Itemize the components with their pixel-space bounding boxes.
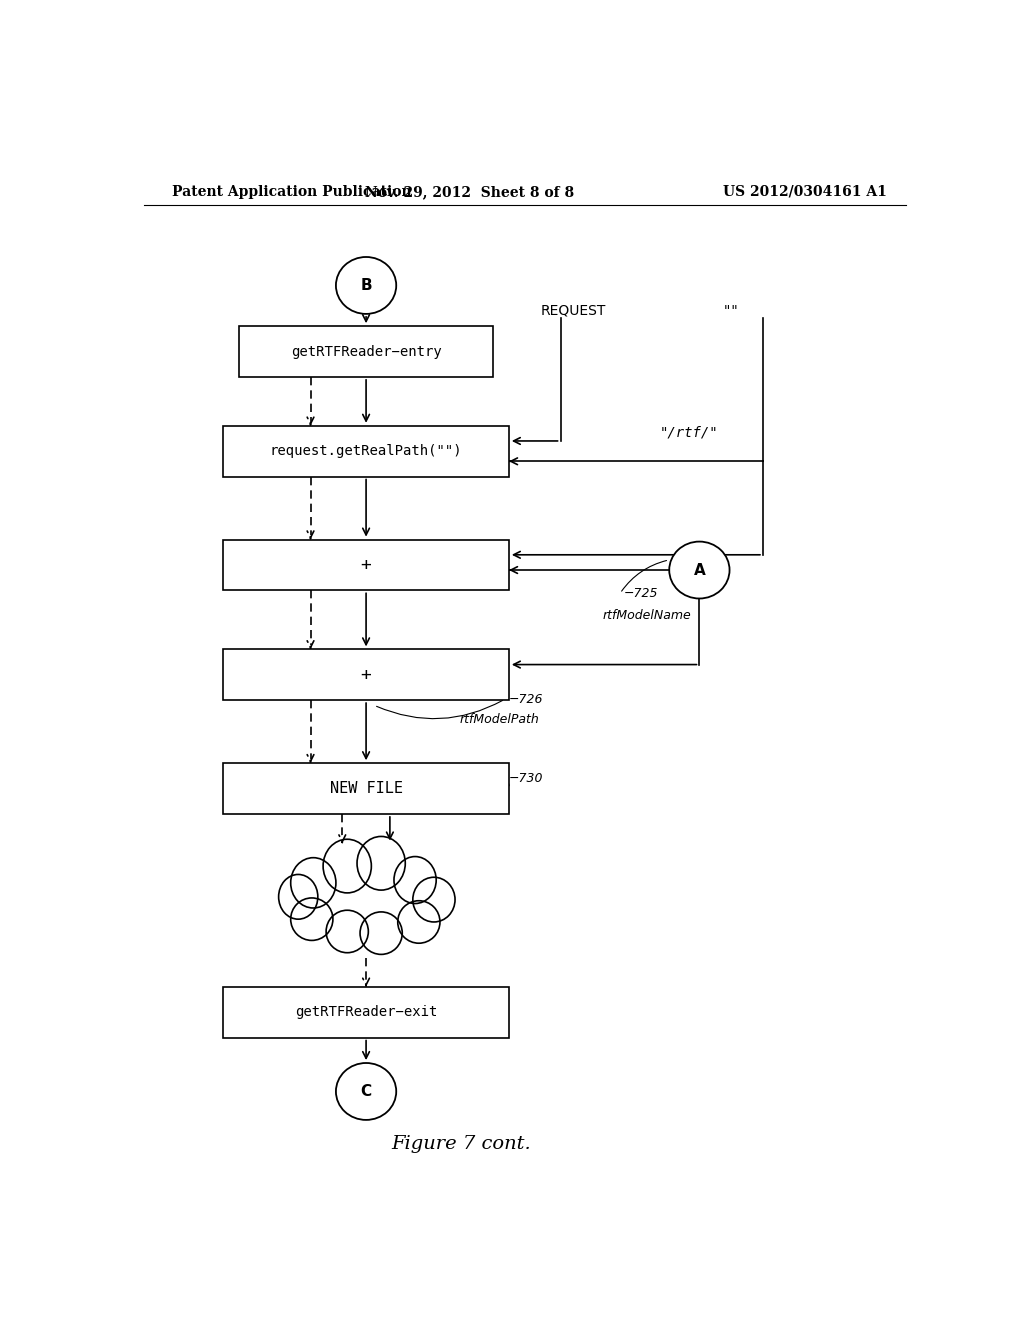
Text: −725: −725 xyxy=(624,587,658,599)
Ellipse shape xyxy=(319,836,375,896)
Text: "/rtf/": "/rtf/" xyxy=(659,426,719,440)
Text: A: A xyxy=(693,562,706,578)
Ellipse shape xyxy=(323,907,372,956)
Text: Patent Application Publication: Patent Application Publication xyxy=(172,185,412,199)
Text: +: + xyxy=(360,556,372,574)
Ellipse shape xyxy=(275,871,321,923)
Text: getRTFReader−exit: getRTFReader−exit xyxy=(295,1005,437,1019)
Ellipse shape xyxy=(353,833,409,894)
Text: getRTFReader−entry: getRTFReader−entry xyxy=(291,345,441,359)
FancyBboxPatch shape xyxy=(223,540,509,590)
Text: Nov. 29, 2012  Sheet 8 of 8: Nov. 29, 2012 Sheet 8 of 8 xyxy=(365,185,573,199)
Text: REQUEST: REQUEST xyxy=(541,304,606,318)
Text: "": "" xyxy=(723,304,739,318)
Ellipse shape xyxy=(394,898,443,946)
Text: B: B xyxy=(360,279,372,293)
Ellipse shape xyxy=(670,541,729,598)
Text: C: C xyxy=(360,1084,372,1100)
Text: request.getRealPath(""): request.getRealPath("") xyxy=(269,444,463,458)
Ellipse shape xyxy=(288,895,336,944)
Text: −730: −730 xyxy=(509,772,544,785)
FancyBboxPatch shape xyxy=(223,426,509,477)
Text: rtfModelPath: rtfModelPath xyxy=(460,713,540,726)
Text: Figure 7 cont.: Figure 7 cont. xyxy=(391,1135,531,1154)
Text: rtfModelName: rtfModelName xyxy=(602,610,691,622)
FancyBboxPatch shape xyxy=(223,649,509,700)
Ellipse shape xyxy=(391,853,439,907)
Ellipse shape xyxy=(336,1063,396,1119)
FancyBboxPatch shape xyxy=(223,763,509,814)
Ellipse shape xyxy=(357,908,406,957)
Text: −726: −726 xyxy=(509,693,544,706)
Text: US 2012/0304161 A1: US 2012/0304161 A1 xyxy=(723,185,887,199)
FancyBboxPatch shape xyxy=(223,987,509,1038)
Ellipse shape xyxy=(410,874,458,925)
Text: NEW FILE: NEW FILE xyxy=(330,781,402,796)
FancyBboxPatch shape xyxy=(239,326,494,378)
Ellipse shape xyxy=(336,257,396,314)
Text: +: + xyxy=(360,665,372,684)
Ellipse shape xyxy=(288,854,339,912)
